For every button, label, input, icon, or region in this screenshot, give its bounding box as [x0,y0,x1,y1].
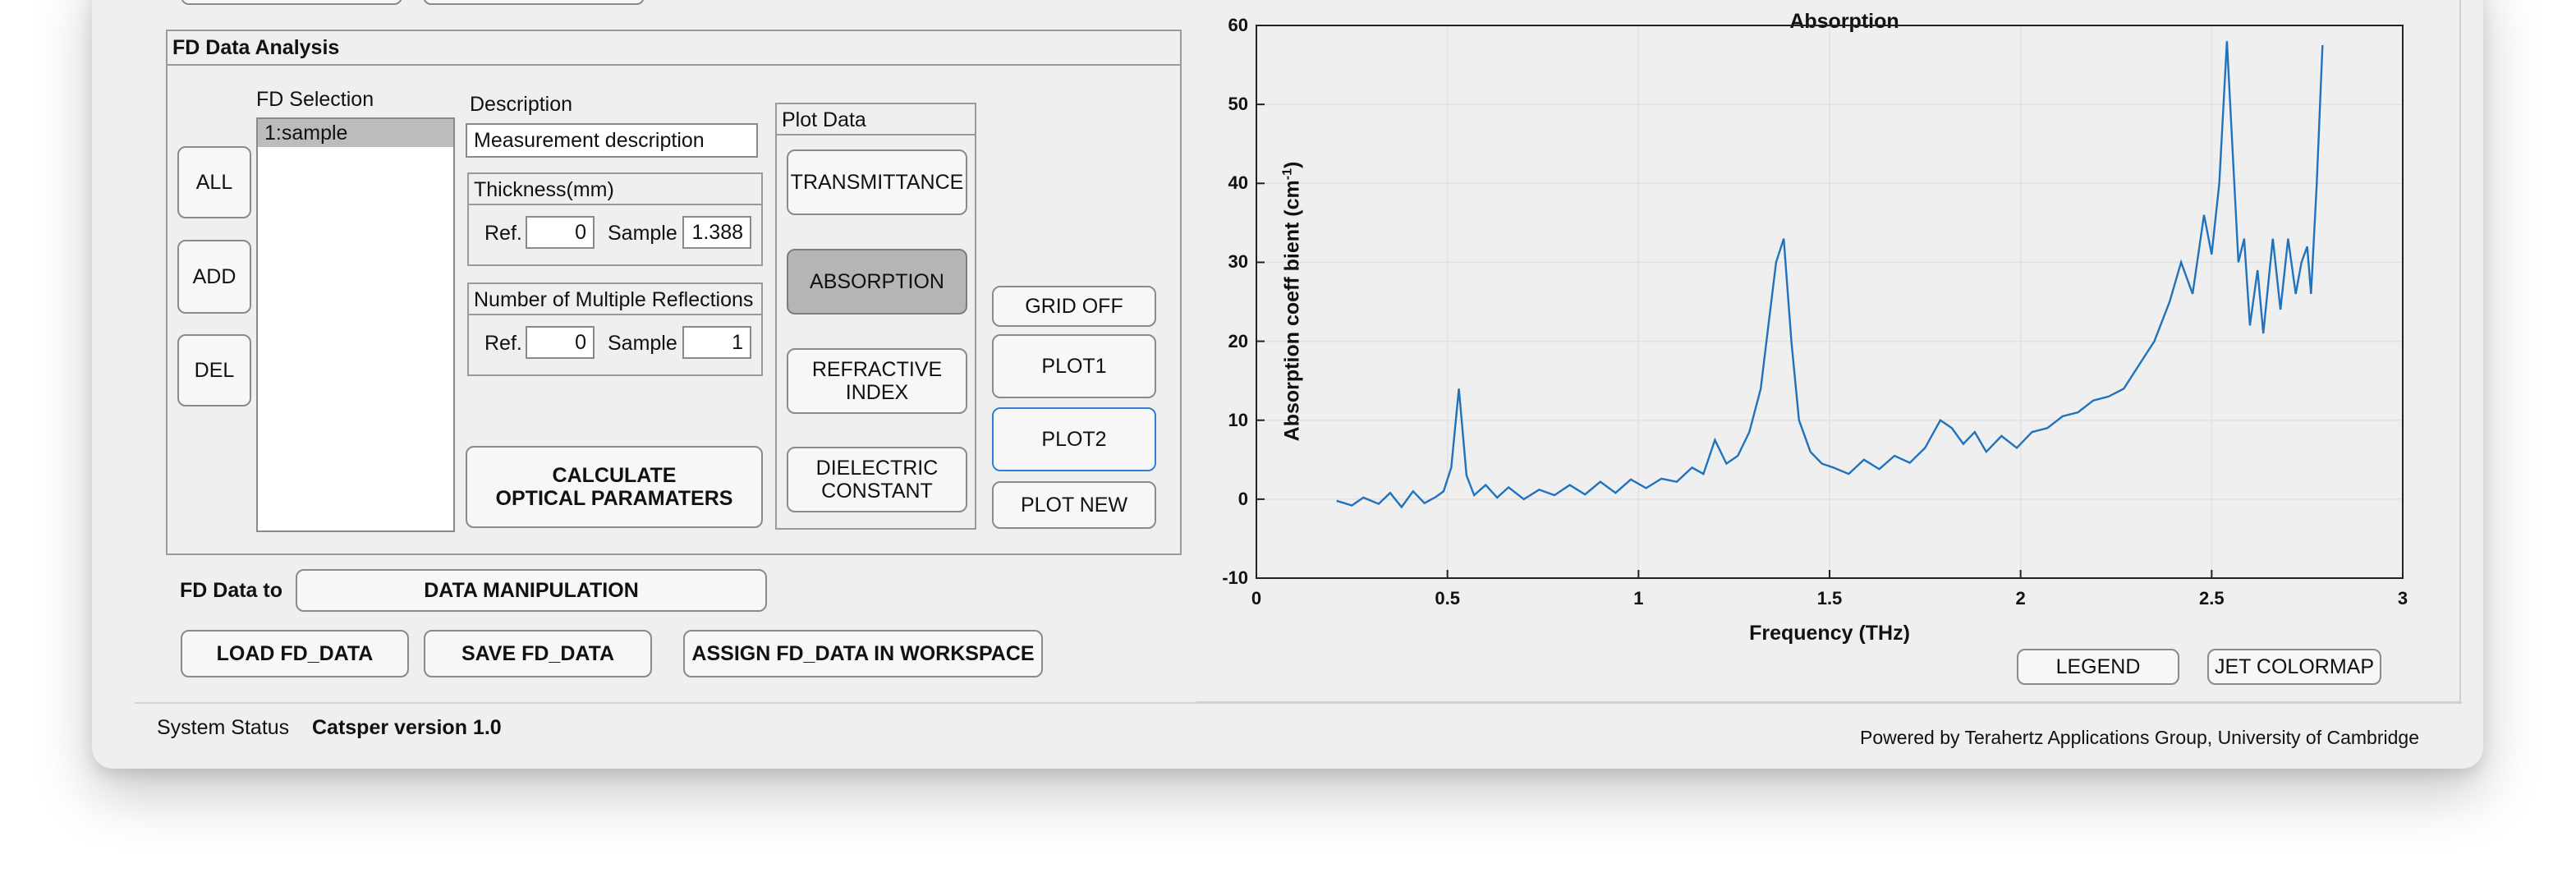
thickness-sample-label: Sample [608,222,677,245]
del-button[interactable]: DEL [177,334,251,406]
load-fd-data-button[interactable]: LOAD FD_DATA [181,630,409,677]
refractive-line1: REFRACTIVE [811,358,943,381]
fd-data-analysis-panel: FD Data Analysis [166,30,1182,555]
assign-fd-data-button[interactable]: ASSIGN FD_DATA IN WORKSPACE [683,630,1043,677]
dielectric-constant-button[interactable]: DIELECTRIC CONSTANT [787,447,967,512]
reflections-sample-label: Sample [608,332,677,355]
reflections-panel: Number of Multiple Reflections [467,282,763,376]
status-divider [135,702,2462,704]
save-fd-data-button[interactable]: SAVE FD_DATA [424,630,652,677]
y-tick-label: 30 [1228,251,1248,273]
grid-off-button[interactable]: GRID OFF [992,286,1156,327]
jet-colormap-button[interactable]: JET COLORMAP [2207,649,2381,685]
thickness-ref-label: Ref. [484,222,522,245]
system-status-label: System Status [157,716,290,739]
plot-data-title: Plot Data [782,108,866,131]
refractive-index-button[interactable]: REFRACTIVE INDEX [787,348,967,414]
dielectric-line1: DIELECTRIC [815,457,939,480]
x-tick-label: 0 [1251,588,1262,609]
add-button[interactable]: ADD [177,240,251,314]
y-tick-label: -10 [1222,567,1248,588]
credit-text: Powered by Terahertz Applications Group,… [1860,727,2419,748]
y-tick-label: 40 [1228,172,1248,194]
y-tick-label: 50 [1228,94,1248,115]
chart-title: Absorption [1789,10,1899,33]
reflections-sample-input[interactable]: 1 [682,326,751,359]
fd-panel-title: FD Data Analysis [172,36,340,59]
app-window: FD Data Analysis FD Selection 1:sample A… [92,0,2483,769]
x-tick-label: 0.5 [1435,588,1460,609]
x-tick-label: 2 [2015,588,2026,609]
absorption-button[interactable]: ABSORPTION [787,249,967,315]
calculate-line1: CALCULATE [552,464,677,487]
dielectric-line2: CONSTANT [821,480,933,503]
y-tick-label: 0 [1237,488,1248,509]
plot1-button[interactable]: PLOT1 [992,334,1156,398]
x-tick-label: 1.5 [1816,588,1843,609]
calculate-line2: OPTICAL PARAMATERS [495,487,733,510]
y-tick-label: 60 [1228,15,1248,35]
y-tick-label: 10 [1228,409,1248,430]
x-axis-label: Frequency (THz) [1749,622,1910,645]
x-tick-label: 2.5 [2199,588,2225,609]
thickness-panel: Thickness(mm) [467,172,763,266]
thickness-ref-input[interactable]: 0 [526,216,595,249]
reflections-title: Number of Multiple Reflections [474,288,754,311]
x-tick-label: 3 [2397,588,2408,609]
plot-data-panel: Plot Data [775,103,976,530]
plot-new-button[interactable]: PLOT NEW [992,481,1156,529]
chart-tick-marks [1256,25,2404,579]
plot2-button[interactable]: PLOT2 [992,407,1156,471]
absorption-series-line [1336,41,2324,509]
description-label: Description [470,93,573,116]
y-tick-label: 20 [1228,330,1248,351]
fd-selection-label: FD Selection [256,88,374,111]
list-item[interactable]: 1:sample [258,119,453,147]
description-input[interactable]: Measurement description [466,123,758,158]
all-button[interactable]: ALL [177,146,251,218]
transmittance-button[interactable]: TRANSMITTANCE [787,149,967,215]
refractive-line2: INDEX [845,381,909,404]
x-tick-label: 1 [1633,588,1644,609]
calculate-optical-parameters-button[interactable]: CALCULATE OPTICAL PARAMATERS [466,446,763,528]
legend-button[interactable]: LEGEND [2017,649,2179,685]
data-manipulation-button[interactable]: DATA MANIPULATION [296,569,767,612]
fd-data-to-label: FD Data to [180,579,282,602]
fd-selection-list[interactable]: 1:sample [256,117,455,532]
chart-svg [1256,25,2404,579]
thickness-title: Thickness(mm) [474,178,614,201]
reflections-ref-input[interactable]: 0 [526,326,595,359]
system-status-value: Catsper version 1.0 [312,716,502,739]
reflections-ref-label: Ref. [484,332,522,355]
thickness-sample-input[interactable]: 1.388 [682,216,751,249]
